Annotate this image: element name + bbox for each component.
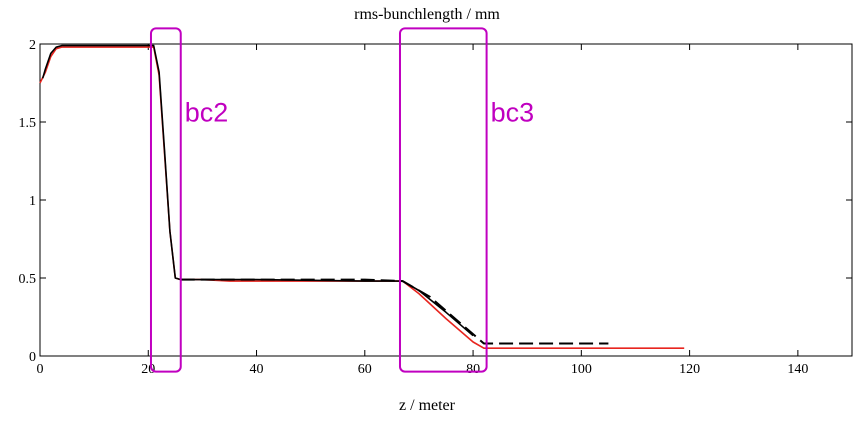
annotation-box-bc3 [398, 27, 488, 373]
y-tick-label: 2 [29, 38, 36, 53]
x-tick-label: 140 [787, 362, 808, 377]
y-tick-label: 0 [29, 350, 36, 365]
annotation-label-bc2: bc2 [185, 97, 229, 127]
y-tick-label: 1 [29, 194, 36, 209]
x-tick-label: 0 [37, 362, 44, 377]
annotation-box-bc2 [149, 27, 182, 373]
annotation-label-bc3: bc3 [491, 97, 535, 127]
y-tick-label: 0.5 [19, 272, 37, 287]
x-tick-label: 60 [358, 362, 372, 377]
chart-title: rms-bunchlength / mm [354, 6, 500, 23]
y-tick-label: 1.5 [19, 116, 37, 131]
x-tick-label: 80 [466, 362, 480, 377]
series-line-3 [180, 278, 609, 345]
x-tick-label: 40 [250, 362, 264, 377]
series-line-2 [41, 44, 474, 337]
x-axis-label: z / meter [399, 397, 455, 414]
x-tick-label: 100 [571, 362, 592, 377]
series-line-1 [39, 46, 685, 350]
x-tick-label: 20 [141, 362, 155, 377]
plot-frame [39, 43, 853, 357]
x-tick-label: 120 [679, 362, 700, 377]
